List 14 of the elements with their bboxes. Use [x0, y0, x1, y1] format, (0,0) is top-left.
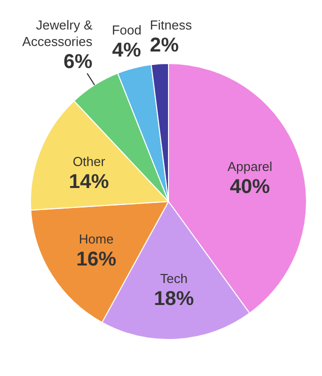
slice-label: Apparel [227, 159, 272, 174]
data-label: 14% [68, 171, 110, 194]
slice-label: Food [112, 22, 142, 38]
data-label: 18% [154, 288, 194, 310]
data-label: 2% [150, 34, 180, 56]
data-label: 40% [230, 176, 270, 198]
slice-label: Fitness [150, 17, 192, 32]
slice-label: Home [78, 231, 114, 246]
slice-label: Jewelry & Accessories [22, 18, 93, 50]
data-label: 6% [63, 51, 93, 74]
slice-label: Other [72, 154, 106, 170]
data-label: 4% [112, 39, 142, 62]
data-label: 16% [76, 248, 116, 270]
slice-label: Tech [160, 270, 188, 286]
